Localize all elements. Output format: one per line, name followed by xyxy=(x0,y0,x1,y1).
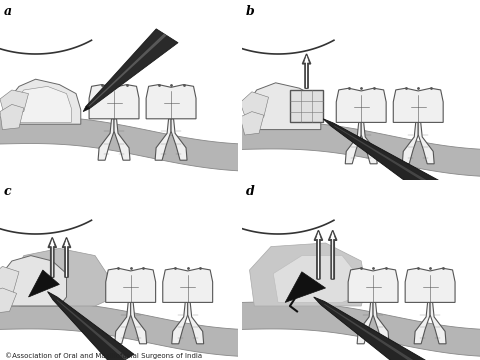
Polygon shape xyxy=(115,302,131,344)
Polygon shape xyxy=(245,83,321,130)
Polygon shape xyxy=(414,302,430,344)
Polygon shape xyxy=(240,92,268,122)
Bar xyxy=(290,90,323,122)
Polygon shape xyxy=(334,126,445,193)
Polygon shape xyxy=(83,106,90,112)
Polygon shape xyxy=(106,268,156,302)
Polygon shape xyxy=(230,302,480,357)
Polygon shape xyxy=(5,79,81,124)
Polygon shape xyxy=(345,122,361,164)
FancyArrow shape xyxy=(330,230,336,279)
Polygon shape xyxy=(373,302,389,344)
Polygon shape xyxy=(98,119,114,160)
Polygon shape xyxy=(131,302,147,344)
Polygon shape xyxy=(86,29,178,109)
FancyArrow shape xyxy=(315,230,322,279)
Text: b: b xyxy=(246,5,255,18)
Polygon shape xyxy=(10,86,71,122)
FancyArrow shape xyxy=(328,230,337,279)
FancyArrow shape xyxy=(48,238,57,277)
Text: d: d xyxy=(246,185,255,198)
Polygon shape xyxy=(357,302,373,344)
FancyArrow shape xyxy=(314,230,323,279)
Text: c: c xyxy=(3,185,11,198)
Polygon shape xyxy=(155,119,171,160)
Polygon shape xyxy=(273,256,357,302)
Polygon shape xyxy=(430,302,446,344)
Text: ©Association of Oral and Maxillofacial Surgeons of India: ©Association of Oral and Maxillofacial S… xyxy=(5,352,202,359)
Polygon shape xyxy=(163,268,213,302)
Polygon shape xyxy=(0,104,24,130)
Polygon shape xyxy=(336,88,386,122)
Polygon shape xyxy=(188,302,204,344)
Polygon shape xyxy=(0,302,250,357)
FancyArrow shape xyxy=(303,54,310,88)
Polygon shape xyxy=(171,119,187,160)
Polygon shape xyxy=(323,119,450,202)
Polygon shape xyxy=(146,85,196,119)
FancyArrow shape xyxy=(63,238,70,277)
Polygon shape xyxy=(250,243,366,306)
Polygon shape xyxy=(89,85,139,119)
Polygon shape xyxy=(0,90,28,117)
Text: a: a xyxy=(3,5,12,18)
Polygon shape xyxy=(0,256,67,306)
Polygon shape xyxy=(285,272,325,302)
Polygon shape xyxy=(314,297,428,360)
Polygon shape xyxy=(12,248,107,306)
Polygon shape xyxy=(57,300,128,360)
Polygon shape xyxy=(324,304,423,360)
FancyArrow shape xyxy=(302,54,311,88)
Polygon shape xyxy=(48,292,134,360)
Polygon shape xyxy=(114,119,130,160)
Polygon shape xyxy=(361,122,377,164)
Polygon shape xyxy=(172,302,188,344)
Polygon shape xyxy=(230,122,480,177)
Polygon shape xyxy=(393,88,443,122)
Polygon shape xyxy=(405,268,455,302)
FancyArrow shape xyxy=(62,238,71,277)
Polygon shape xyxy=(0,288,17,313)
Polygon shape xyxy=(348,268,398,302)
Polygon shape xyxy=(402,122,418,164)
Polygon shape xyxy=(0,117,250,171)
FancyArrow shape xyxy=(49,238,55,277)
Polygon shape xyxy=(418,122,434,164)
Polygon shape xyxy=(0,266,19,302)
Polygon shape xyxy=(89,34,167,106)
Polygon shape xyxy=(240,112,264,135)
Polygon shape xyxy=(28,270,60,297)
